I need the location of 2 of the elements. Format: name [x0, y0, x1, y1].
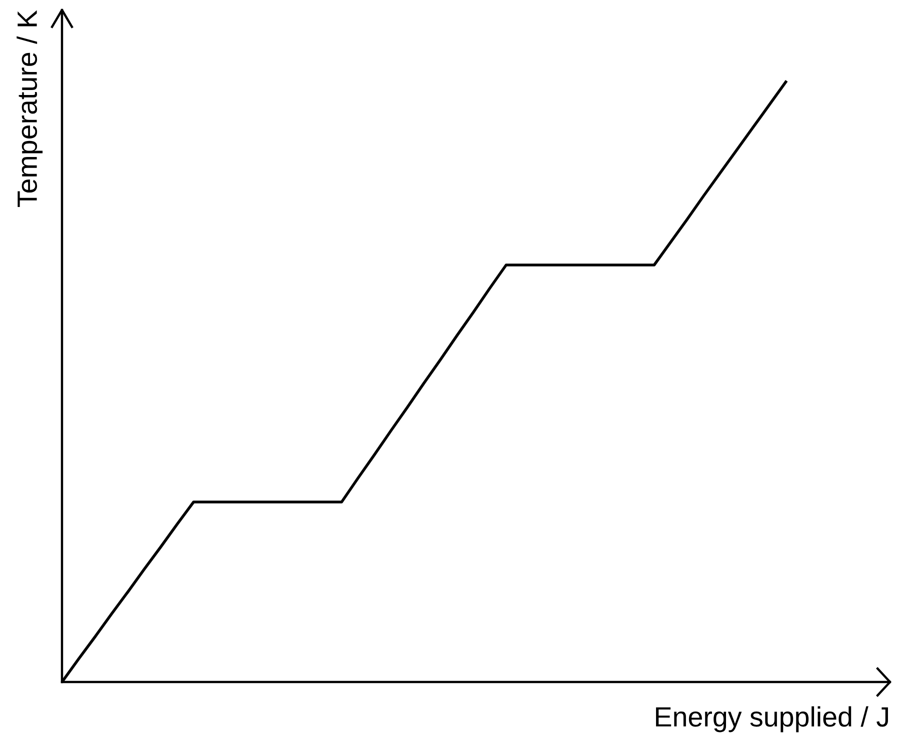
y-axis-title: Temperature / K — [16, 10, 43, 207]
x-axis-title: Energy supplied / J — [656, 706, 888, 732]
